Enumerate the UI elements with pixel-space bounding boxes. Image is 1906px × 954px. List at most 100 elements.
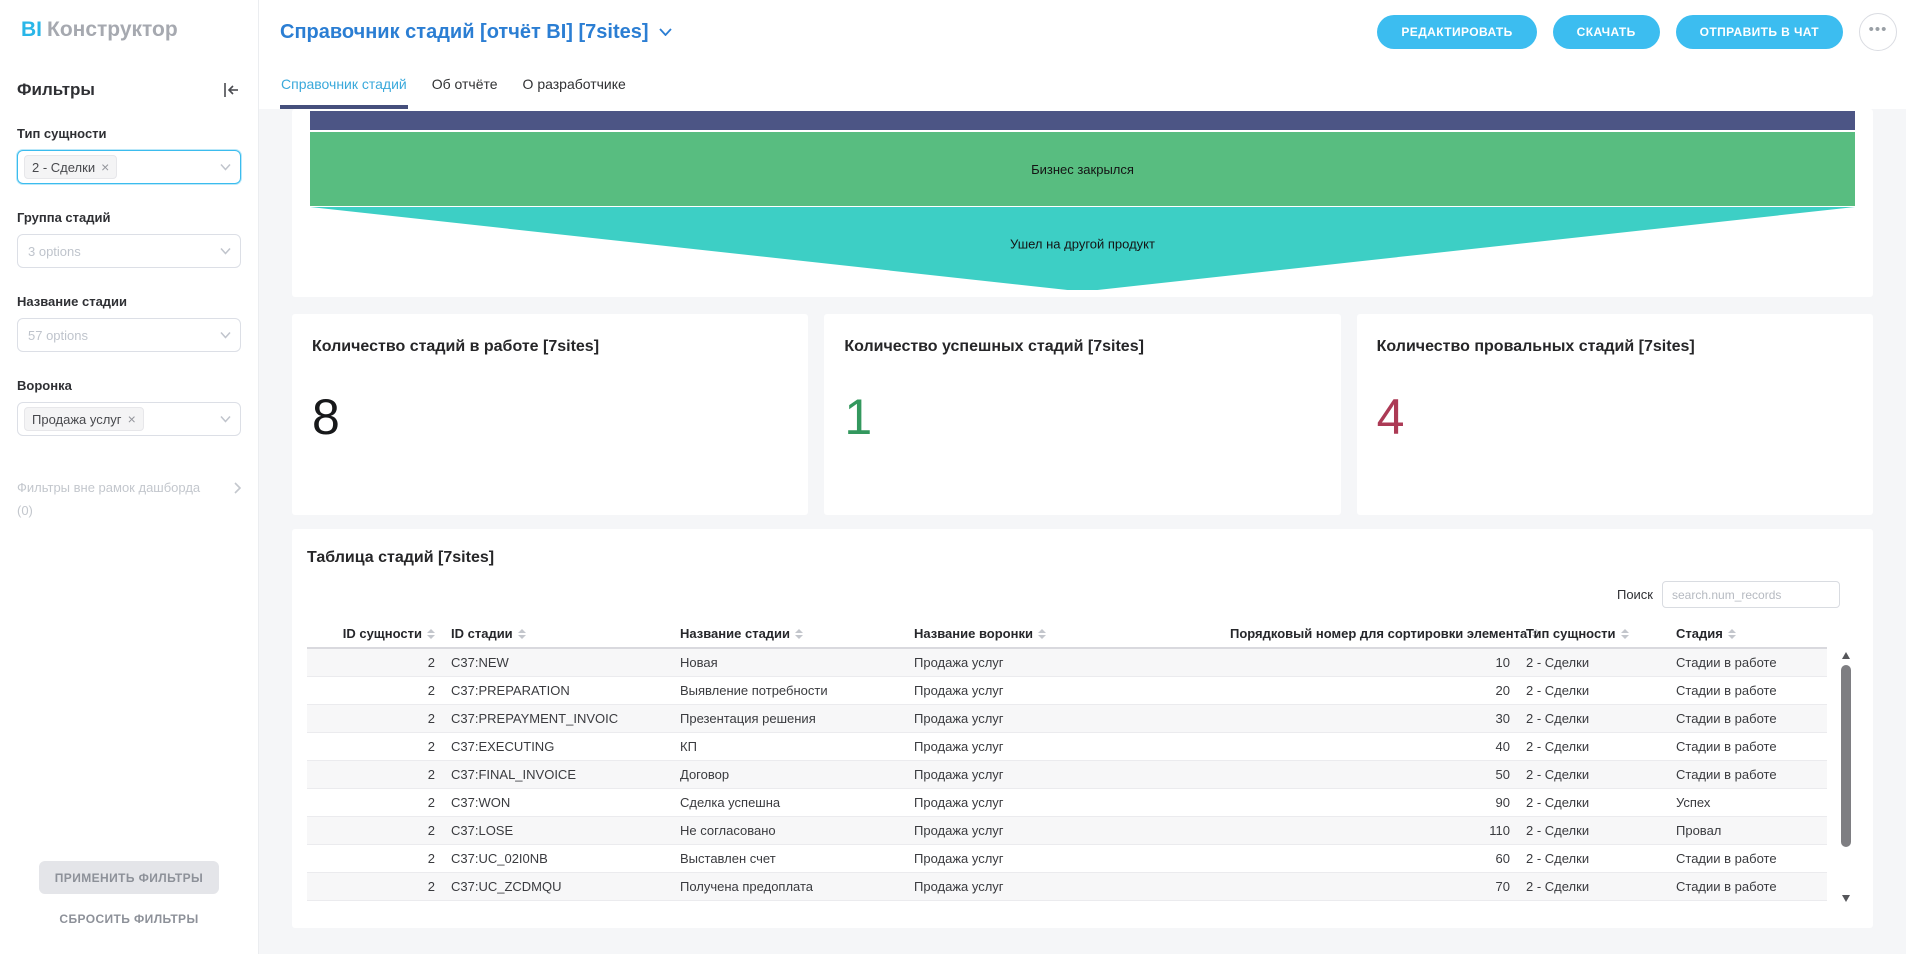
table-row: 2 C37:FINAL_INVOICE Договор Продажа услу… [307,760,1827,789]
tab[interactable]: Об отчёте [431,76,498,92]
table-cell: C37:PREPARATION [443,676,672,705]
table-row: 2 C37:PREPAYMENT_INVOIC Презентация реше… [307,704,1827,733]
table-cell: Новая [672,648,906,677]
scroll-down-icon[interactable] [1842,895,1850,902]
filter-select[interactable]: 2 - Сделки × [17,150,241,184]
tab[interactable]: Справочник стадий [280,76,408,109]
column-header-label: ID сущности [342,626,422,641]
filter-select[interactable]: Продажа услуг × [17,402,241,436]
table-cell: Продажа услуг [906,816,1222,845]
filter-tag-label: 2 - Сделки [32,159,96,175]
table-cell: Не согласовано [672,816,906,845]
chevron-down-icon [220,247,231,255]
scrollbar-thumb[interactable] [1841,665,1851,847]
table-cell: 2 - Сделки [1518,788,1668,817]
table-column-header[interactable]: ID стадии [443,620,672,649]
table-cell: Продажа услуг [906,676,1222,705]
header-action-button[interactable]: ОТПРАВИТЬ В ЧАТ [1675,15,1843,49]
table-cell: C37:LOSE [443,816,672,845]
table-row: 2 C37:WON Сделка успешна Продажа услуг 9… [307,788,1827,817]
collapse-sidebar-icon[interactable] [222,82,241,98]
filter-select[interactable]: × 3 options [17,234,241,268]
table-cell: Успех [1668,788,1827,817]
outer-filters-count: (0) [17,503,33,518]
sort-icon[interactable] [795,628,804,639]
filter-group: Название стадии × 57 options [17,294,241,352]
table-cell: 2 - Сделки [1518,732,1668,761]
filter-placeholder: 57 options [28,327,88,343]
table-cell: 20 [1222,676,1518,705]
table-row: 2 C37:PREPARATION Выявление потребности … [307,676,1827,705]
filter-group: Группа стадий × 3 options [17,210,241,268]
apply-filters-button[interactable]: ПРИМЕНИТЬ ФИЛЬТРЫ [39,861,219,894]
stat-card: Количество провальных стадий [7sites] 4 [1356,314,1873,515]
sort-icon[interactable] [1727,628,1736,639]
table-cell: Продажа услуг [906,844,1222,873]
table-cell: 2 [307,788,443,817]
stat-card: Количество стадий в работе [7sites] 8 [292,314,809,515]
table-body: 2 C37:NEW Новая Продажа услуг 10 2 - Сде… [307,648,1827,901]
tab[interactable]: О разработчике [522,76,626,92]
sort-icon[interactable] [1620,628,1629,639]
table-row: 2 C37:NEW Новая Продажа услуг 10 2 - Сде… [307,648,1827,677]
header-action-button[interactable]: РЕДАКТИРОВАТЬ [1377,15,1537,49]
scroll-up-icon[interactable] [1842,652,1850,659]
table-cell: 2 [307,732,443,761]
table-cell: Сделка успешна [672,788,906,817]
remove-tag-icon[interactable]: × [127,411,136,427]
table-scrollbar[interactable] [1841,652,1852,902]
table-cell: 2 - Сделки [1518,816,1668,845]
remove-tag-icon[interactable]: × [101,159,110,175]
table-cell: Продажа услуг [906,872,1222,901]
table-cell: 2 - Сделки [1518,844,1668,873]
table-cell: Стадии в работе [1668,648,1827,677]
funnel-segment-other-product[interactable]: Ушел на другой продукт [310,207,1855,290]
sort-icon[interactable] [1037,628,1046,639]
column-header-label: Название стадии [680,626,791,641]
table-column-header[interactable]: ID сущности [307,620,443,649]
table-cell: Договор [672,760,906,789]
table-cell: Стадии в работе [1668,844,1827,873]
table-column-header[interactable]: Тип сущности [1518,620,1668,649]
table-cell: 2 [307,676,443,705]
filter-label: Воронка [17,378,72,393]
stat-card-value: 4 [1376,389,1405,445]
funnel-segment-top[interactable] [310,111,1855,130]
filter-tag: 2 - Сделки × [24,155,118,179]
table-cell: Стадии в работе [1668,704,1827,733]
stages-table: ID сущности ID стадии Название стадии На… [307,620,1827,901]
table-column-header[interactable]: Порядковый номер для сортировки элемента [1222,620,1541,649]
more-actions-button[interactable]: ••• [1859,13,1897,51]
main-area: Справочник стадий [отчёт BI] [7sites] РЕ… [259,0,1906,954]
table-column-header[interactable]: Название стадии [672,620,906,649]
funnel-chart: Бизнес закрылся Ушел на другой продукт [292,109,1873,297]
chevron-down-icon [220,331,231,339]
table-cell: Стадии в работе [1668,676,1827,705]
filter-tag: Продажа услуг × [24,407,144,431]
logo-bi: BI [21,18,42,41]
table-cell: 2 [307,844,443,873]
outer-filters-toggle[interactable]: Фильтры вне рамок дашборда (0) [17,480,241,518]
table-cell: 110 [1222,816,1518,845]
report-title-dropdown[interactable]: Справочник стадий [отчёт BI] [7sites] [280,21,672,44]
table-search: Поиск [307,581,1858,608]
sort-icon[interactable] [427,628,435,639]
reset-filters-button[interactable]: СБРОСИТЬ ФИЛЬТРЫ [59,912,199,926]
table-cell: 2 [307,872,443,901]
outer-filters-label: Фильтры вне рамок дашборда [17,480,201,495]
column-header-label: Порядковый номер для сортировки элемента [1230,626,1528,641]
table-column-header[interactable]: Стадия [1668,620,1827,649]
funnel-segment-label: Бизнес закрылся [1031,161,1134,177]
stat-card-title: Количество провальных стадий [7sites] [1376,338,1695,355]
table-search-input[interactable] [1662,581,1840,608]
column-header-label: Название воронки [914,626,1033,641]
table-cell: 30 [1222,704,1518,733]
filter-select[interactable]: × 57 options [17,318,241,352]
sort-icon[interactable] [517,628,526,639]
stat-card-title: Количество успешных стадий [7sites] [844,338,1144,355]
funnel-segment-business-closed[interactable]: Бизнес закрылся [310,132,1855,206]
header-action-button[interactable]: СКАЧАТЬ [1552,15,1660,49]
table-cell: КП [672,732,906,761]
table-cell: 50 [1222,760,1518,789]
table-column-header[interactable]: Название воронки [906,620,1222,649]
